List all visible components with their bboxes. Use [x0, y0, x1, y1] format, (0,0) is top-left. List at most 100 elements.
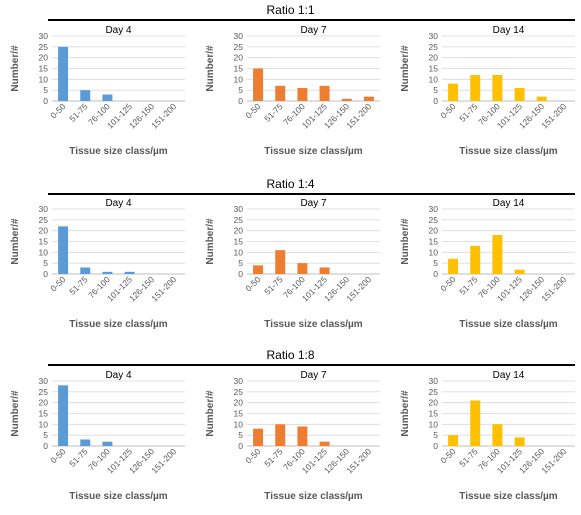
- y-tick-label: 5: [433, 85, 438, 95]
- y-tick-label: 15: [429, 409, 439, 419]
- y-tick-label: 15: [429, 64, 439, 74]
- y-tick-label: 10: [429, 419, 439, 429]
- y-axis-label: Number/#: [400, 390, 411, 437]
- bar-51-75: [275, 424, 286, 446]
- bar-101-125: [319, 441, 330, 446]
- y-tick-label: 20: [234, 398, 244, 408]
- y-tick-label: 10: [234, 74, 244, 84]
- y-tick-label: 15: [429, 237, 439, 247]
- bar-0-50: [448, 83, 459, 101]
- x-tick-label: 151-200: [539, 101, 568, 130]
- bar-101-125: [319, 85, 330, 101]
- y-tick-label: 30: [429, 31, 439, 41]
- bar-0-50: [253, 265, 264, 274]
- bar-0-50: [448, 258, 459, 274]
- bar-76-100: [492, 424, 503, 446]
- y-tick-label: 5: [43, 430, 48, 440]
- bar-151-200: [363, 96, 374, 101]
- bar-76-100: [297, 88, 308, 101]
- chart-title: Day 7: [300, 370, 327, 381]
- y-tick-label: 20: [39, 53, 49, 63]
- bar-101-125: [319, 267, 330, 274]
- x-tick-label: 151-200: [149, 101, 178, 130]
- bar-51-75: [80, 267, 91, 274]
- y-tick-label: 15: [234, 237, 244, 247]
- bar-126-150: [341, 98, 352, 101]
- x-tick-label: 151-200: [344, 446, 373, 475]
- section-divider: [48, 19, 575, 21]
- x-axis-label: Tissue size class/µm: [264, 491, 363, 502]
- bar-51-75: [80, 439, 91, 446]
- x-tick-label: 0-50: [243, 101, 262, 120]
- section-title-ratio-1-8: Ratio 1:8: [266, 348, 315, 362]
- y-axis-label: Number/#: [10, 45, 21, 92]
- x-axis-label: Tissue size class/µm: [264, 146, 363, 157]
- y-tick-label: 25: [429, 387, 439, 397]
- chart-title: Day 7: [300, 198, 327, 209]
- x-tick-label: 151-200: [149, 446, 178, 475]
- y-axis-label: Number/#: [400, 218, 411, 265]
- x-axis-label: Tissue size class/µm: [459, 491, 558, 502]
- y-tick-label: 5: [433, 258, 438, 268]
- y-tick-label: 0: [238, 269, 243, 279]
- y-tick-label: 0: [238, 96, 243, 106]
- y-tick-label: 15: [234, 64, 244, 74]
- y-tick-label: 20: [39, 398, 49, 408]
- y-tick-label: 0: [43, 269, 48, 279]
- bar-0-50: [58, 46, 69, 101]
- bar-101-125: [514, 269, 525, 274]
- y-tick-label: 25: [429, 42, 439, 52]
- x-axis-label: Tissue size class/µm: [69, 491, 168, 502]
- y-tick-label: 10: [39, 419, 49, 429]
- y-axis-label: Number/#: [205, 390, 216, 437]
- y-tick-label: 5: [238, 258, 243, 268]
- chart-title: Day 4: [105, 25, 132, 36]
- y-tick-label: 30: [429, 204, 439, 214]
- bar-51-75: [275, 85, 286, 101]
- y-tick-label: 0: [43, 441, 48, 451]
- x-tick-label: 151-200: [149, 274, 178, 303]
- x-tick-label: 151-200: [539, 274, 568, 303]
- bar-51-75: [470, 75, 481, 101]
- bar-51-75: [80, 90, 91, 101]
- y-tick-label: 5: [43, 258, 48, 268]
- y-tick-label: 30: [39, 31, 49, 41]
- y-tick-label: 5: [238, 430, 243, 440]
- y-tick-label: 0: [433, 269, 438, 279]
- y-tick-label: 0: [43, 96, 48, 106]
- section-divider: [48, 193, 575, 195]
- bar-76-100: [492, 235, 503, 274]
- chart-title: Day 7: [300, 25, 327, 36]
- bar-101-125: [124, 271, 135, 274]
- y-tick-label: 25: [234, 42, 244, 52]
- y-tick-label: 30: [39, 204, 49, 214]
- y-tick-label: 25: [39, 387, 49, 397]
- y-tick-label: 10: [39, 247, 49, 257]
- y-tick-label: 20: [39, 226, 49, 236]
- x-axis-label: Tissue size class/µm: [69, 319, 168, 330]
- x-axis-label: Tissue size class/µm: [69, 146, 168, 157]
- bar-0-50: [58, 226, 69, 274]
- bar-76-100: [297, 263, 308, 274]
- y-tick-label: 15: [39, 237, 49, 247]
- bar-76-100: [102, 441, 113, 446]
- x-tick-label: 0-50: [48, 446, 67, 465]
- y-tick-label: 25: [39, 42, 49, 52]
- x-axis-label: Tissue size class/µm: [264, 319, 363, 330]
- y-tick-label: 20: [234, 53, 244, 63]
- y-tick-label: 5: [43, 85, 48, 95]
- y-tick-label: 25: [234, 215, 244, 225]
- bar-76-100: [492, 75, 503, 101]
- y-axis-label: Number/#: [205, 45, 216, 92]
- y-axis-label: Number/#: [10, 390, 21, 437]
- y-tick-label: 15: [39, 409, 49, 419]
- y-axis-label: Number/#: [205, 218, 216, 265]
- bar-76-100: [102, 271, 113, 274]
- chart-title: Day 14: [493, 198, 525, 209]
